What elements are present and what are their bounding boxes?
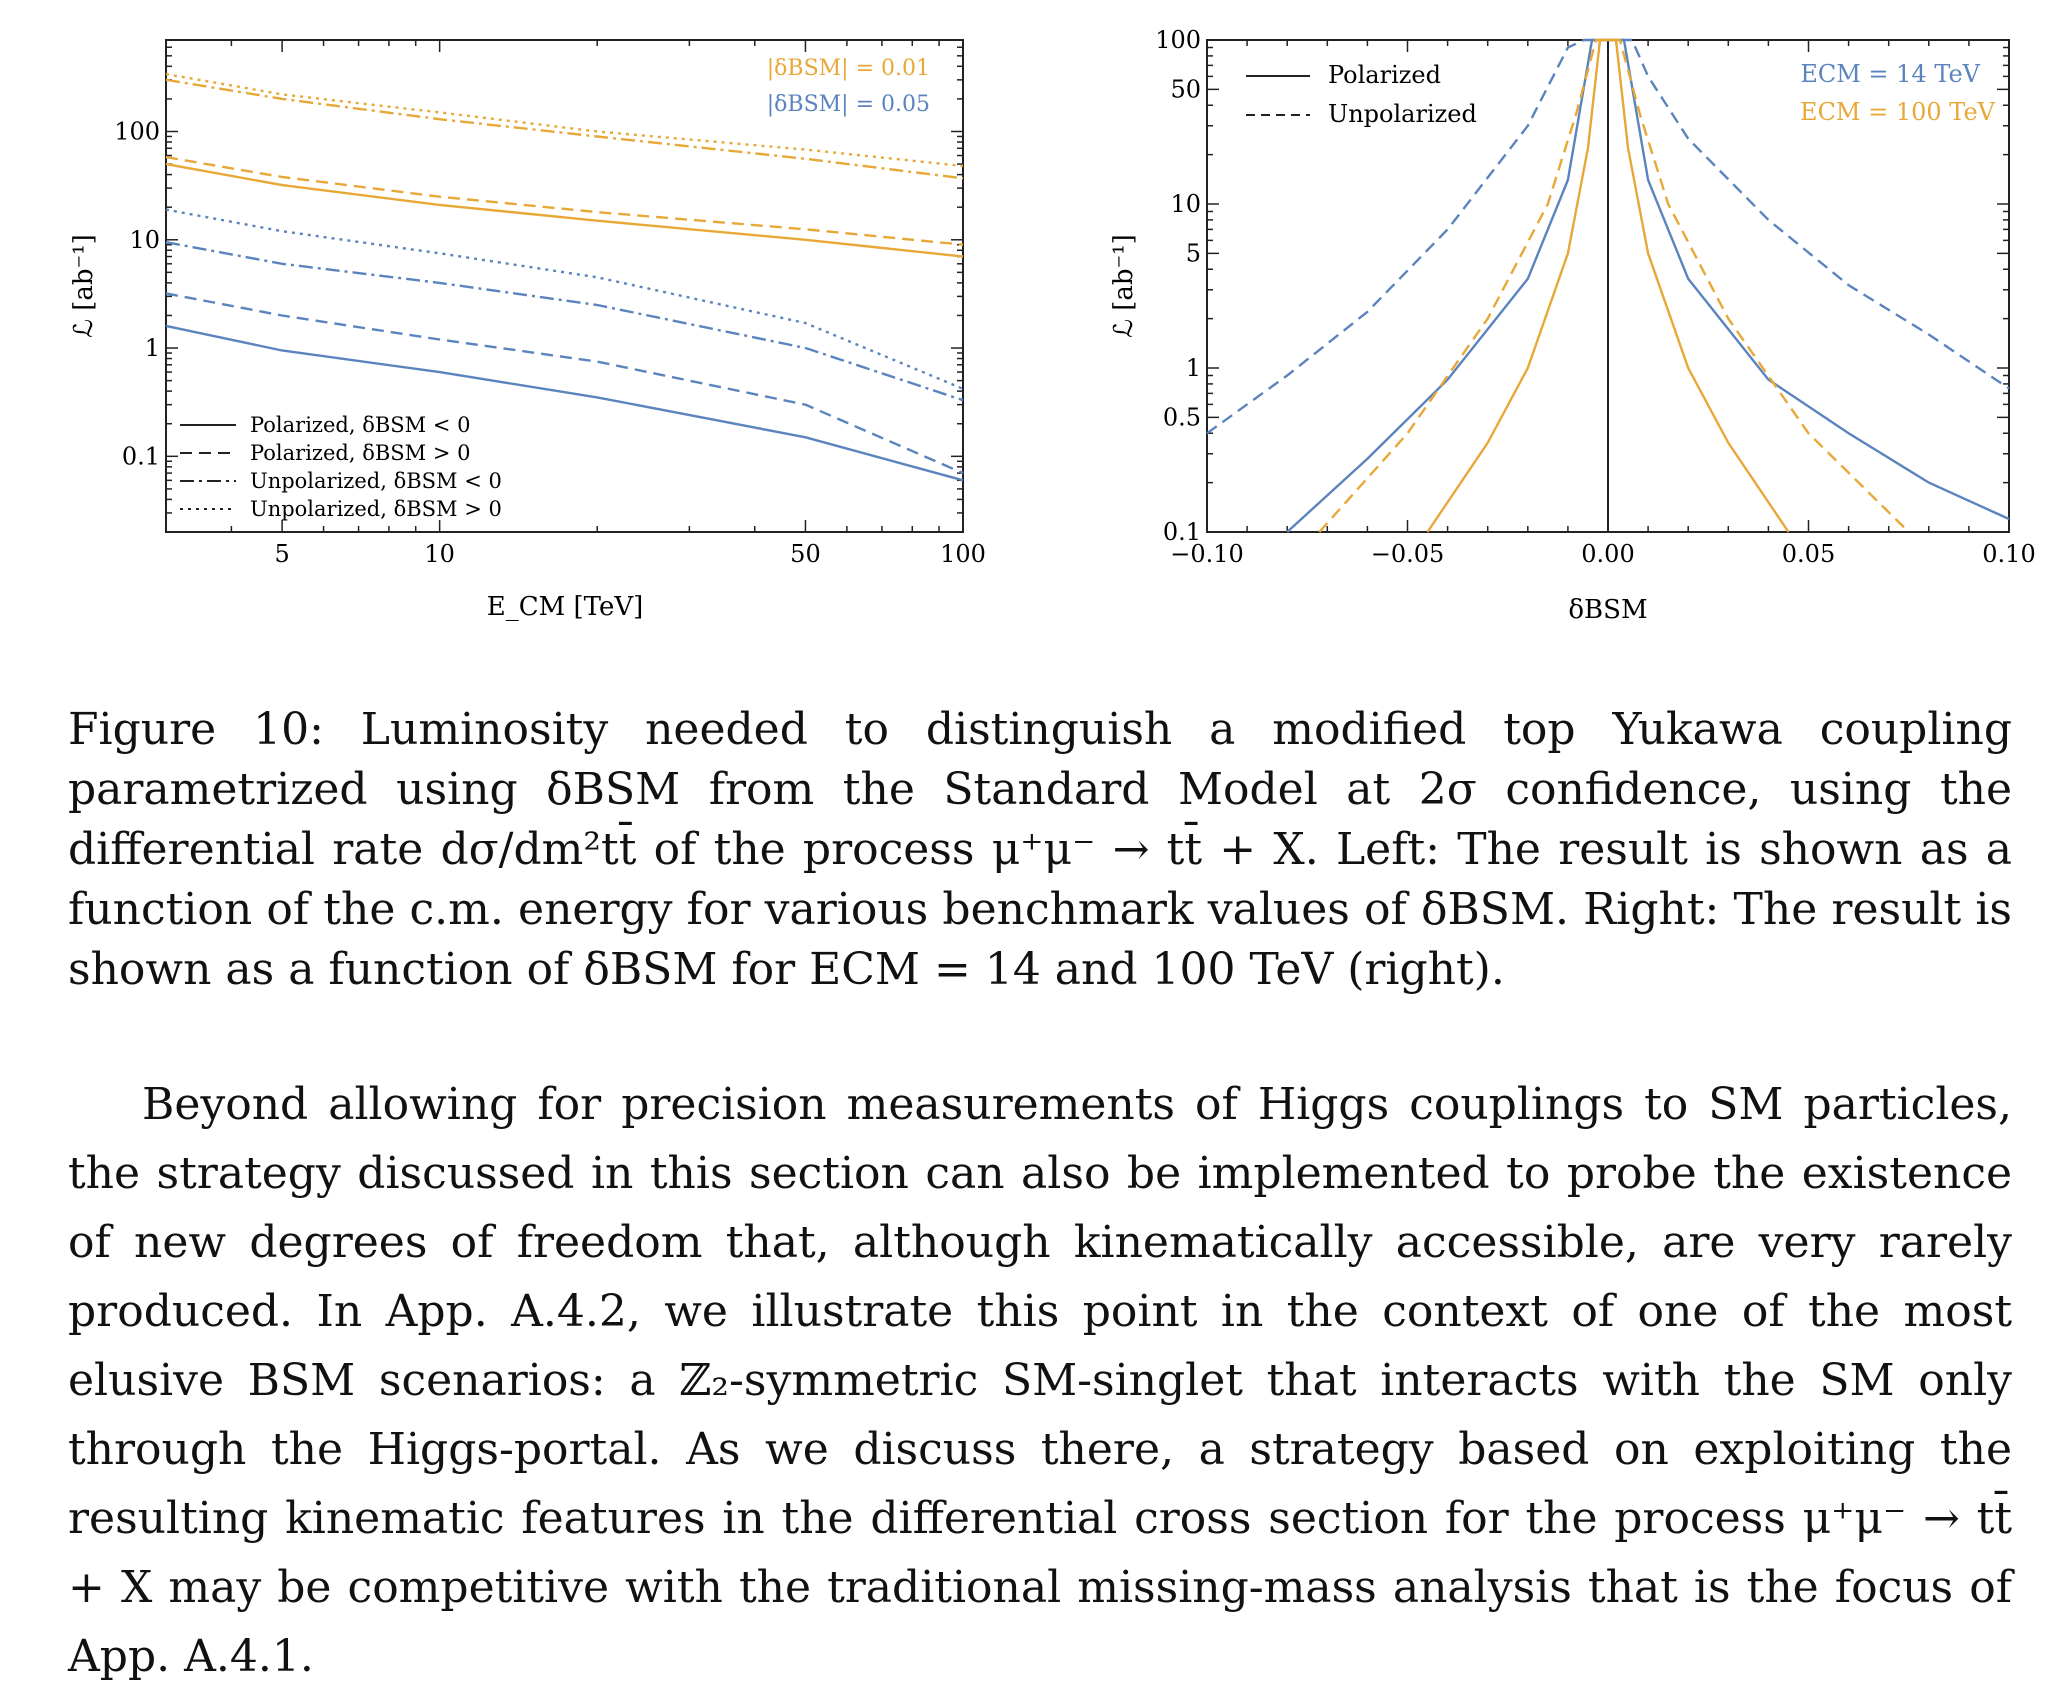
body-paragraph: Beyond allowing for precision measuremen… — [68, 1070, 2012, 1691]
right-y-tick-label: 0.1 — [1163, 518, 1201, 546]
left-x-tick-label: 100 — [940, 540, 986, 568]
left-y-tick-label: 1 — [145, 334, 160, 362]
right-axis-ticks: −0.10 −0.05 0.00 0.05 0.10 0.1 0.5 1 5 10 50 100 — [1155, 26, 2036, 568]
left-y-tick-label: 100 — [114, 118, 160, 146]
left-series-line-4 — [165, 324, 964, 482]
left-series-line-5 — [165, 292, 964, 475]
left-y-tick-label: 0.1 — [122, 442, 160, 470]
left-series-line-2 — [165, 78, 964, 180]
right-y-axis-label: ℒ [ab⁻¹] — [1109, 234, 1139, 338]
legend-bottom-label-0: Polarized, δBSM < 0 — [250, 413, 470, 437]
right-y-tick-label: 10 — [1170, 190, 1201, 218]
left-axis-ticks: 5 10 50 100 0.1 1 10 100 — [114, 39, 986, 568]
left-series-line-3 — [165, 72, 964, 168]
right-y-tick-label: 50 — [1170, 75, 1201, 103]
legend-100tev: ECM = 100 TeV — [1800, 98, 1996, 126]
legend-unpolarized: Unpolarized — [1328, 100, 1477, 128]
legend-14tev: ECM = 14 TeV — [1800, 60, 1980, 88]
left-x-axis-label: E_CM [TeV] — [487, 592, 644, 622]
figure-10: 5 10 50 100 0.1 1 10 100 E_CM [TeV] ℒ [ab⁻¹] |δ… — [69, 26, 2036, 625]
right-x-tick-label: −0.10 — [1170, 540, 1244, 568]
right-y-tick-label: 0.5 — [1163, 403, 1201, 431]
left-x-tick-label: 50 — [790, 540, 821, 568]
right-x-tick-label: 0.10 — [1982, 540, 2035, 568]
left-x-tick-label: 5 — [274, 540, 289, 568]
right-legend-right: ECM = 14 TeV ECM = 100 TeV — [1800, 60, 1996, 126]
legend-top-blue: |δBSM| = 0.05 — [767, 92, 930, 117]
legend-bottom-label-1: Polarized, δBSM > 0 — [250, 441, 470, 465]
caption-text: Figure 10: Luminosity needed to distingu… — [68, 704, 2012, 995]
left-series-group — [165, 72, 964, 482]
paragraph-text: Beyond allowing for precision measuremen… — [68, 1079, 2012, 1682]
right-series-group — [1206, 38, 2010, 533]
legend-top-orange: |δBSM| = 0.01 — [767, 56, 930, 81]
left-y-tick-label: 10 — [129, 226, 160, 254]
left-series-line-1 — [165, 155, 964, 246]
legend-bottom-label-2: Unpolarized, δBSM < 0 — [250, 469, 502, 493]
figure-caption: Figure 10: Luminosity needed to distingu… — [68, 700, 2012, 1000]
left-plot-frame — [165, 39, 964, 533]
right-x-tick-label: 0.00 — [1581, 540, 1634, 568]
right-legend-left: Polarized Unpolarized — [1246, 61, 1477, 128]
left-x-tick-label: 10 — [424, 540, 455, 568]
left-legend-top: |δBSM| = 0.01 |δBSM| = 0.05 — [767, 56, 930, 117]
right-y-tick-label: 100 — [1155, 26, 1201, 54]
right-y-tick-label: 5 — [1186, 239, 1201, 267]
left-chart: 5 10 50 100 0.1 1 10 100 E_CM [TeV] ℒ [ab⁻¹] |δ… — [69, 39, 986, 622]
left-y-axis-label: ℒ [ab⁻¹] — [69, 234, 99, 338]
right-y-tick-label: 1 — [1186, 354, 1201, 382]
left-series-line-6 — [165, 241, 964, 402]
right-x-tick-label: −0.05 — [1371, 540, 1445, 568]
left-legend-bottom: Polarized, δBSM < 0 Polarized, δBSM > 0 Un… — [180, 413, 502, 521]
right-series-line-2 — [1426, 38, 1790, 533]
left-series-line-7 — [165, 208, 964, 390]
legend-polarized: Polarized — [1328, 61, 1441, 89]
right-x-tick-label: 0.05 — [1782, 540, 1835, 568]
legend-bottom-label-3: Unpolarized, δBSM > 0 — [250, 497, 502, 521]
right-series-line-3 — [1318, 38, 1910, 533]
right-chart: −0.10 −0.05 0.00 0.05 0.10 0.1 0.5 1 5 10 50 100 δB… — [1109, 26, 2036, 625]
left-series-line-0 — [165, 162, 964, 258]
right-x-axis-label: δBSM — [1568, 595, 1647, 625]
